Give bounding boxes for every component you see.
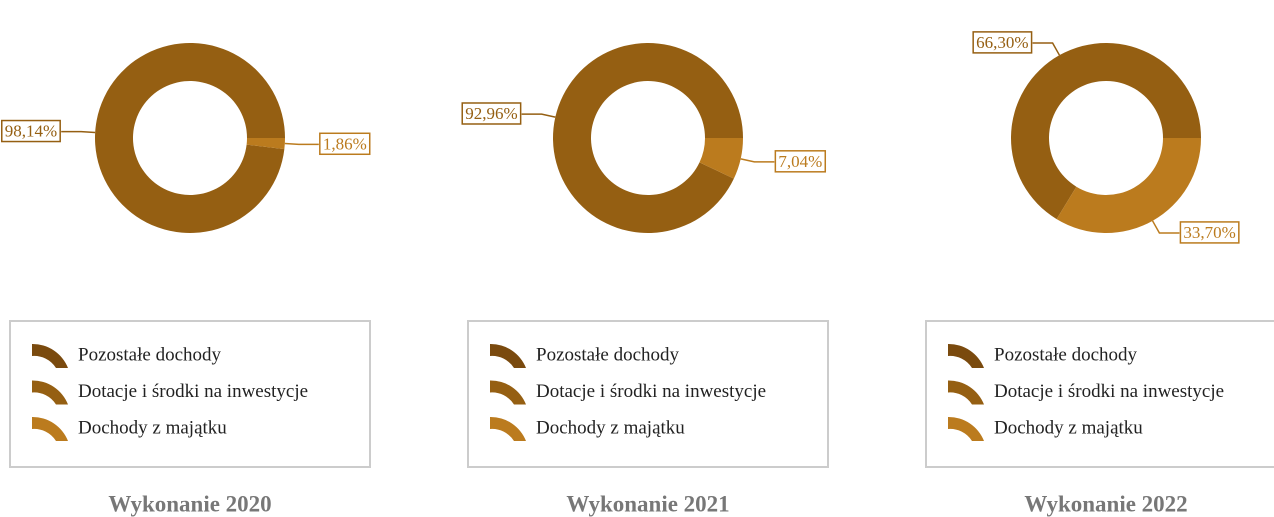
donut-slice [1056,138,1201,234]
chart-title: Wykonanie 2020 [108,491,271,516]
donut-slice [1010,43,1201,220]
legend-label: Pozostałe dochody [536,344,680,365]
legend-label: Pozostałe dochody [994,344,1138,365]
legend-swatch [32,416,68,441]
legend-swatch [490,343,526,368]
data-label: 7,04% [778,152,822,171]
legend-box [9,320,371,468]
donut-slice [699,138,743,179]
donut-slice [246,138,286,150]
legend-box [467,320,829,468]
leader-line [61,130,96,134]
donut-slice [95,43,285,234]
donut-slice [553,42,743,233]
legend-label: Dochody z majątku [536,417,685,438]
legend-label: Dochody z majątku [994,417,1143,438]
legend-swatch [948,343,984,368]
chart-title: Wykonanie 2022 [1024,491,1187,516]
legend-swatch [32,343,68,368]
legend-swatch [490,380,526,405]
data-label: 33,70% [1183,223,1235,242]
legend-swatch [32,380,68,405]
legend-swatch [490,416,526,441]
legend-swatch [948,380,984,405]
chart-title: Wykonanie 2021 [566,491,729,516]
data-label-box [461,102,522,125]
legend-swatch [948,416,984,441]
data-label: 66,30% [976,33,1028,52]
data-label-box [972,31,1033,54]
data-label-box [774,150,827,173]
legend-label: Dochody z majątku [78,417,227,438]
leader-line [284,142,319,146]
leader-line [521,113,556,118]
legend-box [925,320,1274,468]
leader-line [1032,42,1061,56]
data-label: 92,96% [465,104,517,123]
leader-line [1151,220,1180,234]
legend-label: Dotacje i środki na inwestycje [78,381,308,402]
legend-label: Pozostałe dochody [78,344,222,365]
data-label-box [1,119,61,143]
data-label: 1,86% [323,134,367,153]
leader-line [740,158,775,163]
data-label-box [1179,221,1240,244]
legend-label: Dotacje i środki na inwestycje [536,381,766,402]
data-label: 98,14% [5,122,57,141]
data-label-box [319,132,371,156]
legend-label: Dotacje i środki na inwestycje [994,381,1224,402]
